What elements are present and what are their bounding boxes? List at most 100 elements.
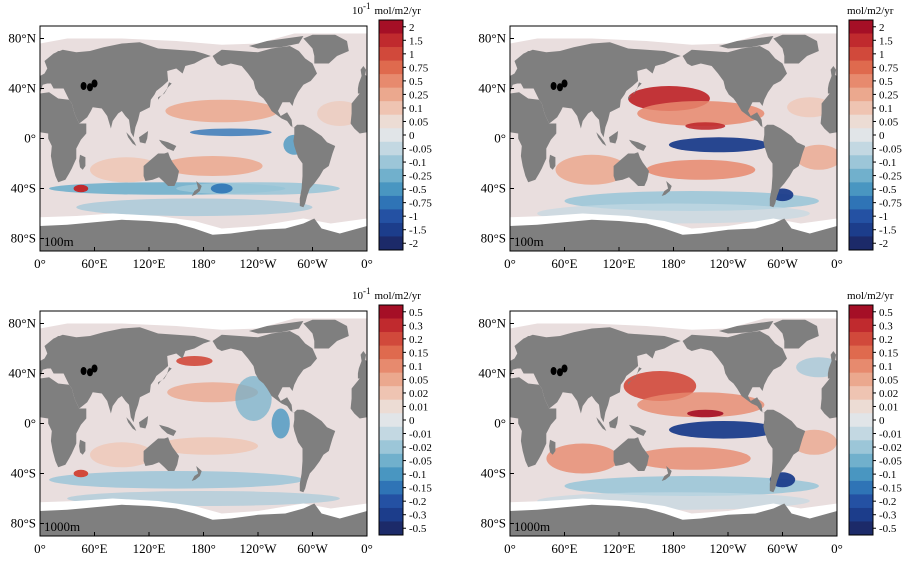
colorbar-tick-label: 0 bbox=[879, 415, 885, 427]
land-eurasia bbox=[40, 42, 211, 138]
ocean-field-equatorial-pacific-sink bbox=[669, 421, 778, 439]
colorbar-tick-label: 0.3 bbox=[409, 320, 423, 332]
colorbar-swatch bbox=[379, 209, 403, 224]
lon-tick-label: 180° bbox=[661, 256, 686, 271]
ocean-field-south-pacific-band bbox=[162, 156, 263, 176]
ocean-field-east-pacific-band bbox=[235, 376, 272, 421]
inland-sea-1 bbox=[556, 83, 563, 92]
colorbar-swatch bbox=[379, 440, 403, 455]
ocean-field-north-atlantic-band bbox=[787, 97, 833, 118]
colorbar-swatch bbox=[849, 168, 873, 183]
longitude-axis: 0° 60°E 120°E 180° 120°W 60°W 0° bbox=[34, 532, 373, 556]
colorbar-swatch bbox=[849, 114, 873, 129]
land-eurasia bbox=[40, 327, 211, 423]
land-antarctica bbox=[510, 218, 837, 251]
lat-tick-label: 0° bbox=[24, 131, 36, 146]
colorbar-swatch bbox=[379, 318, 403, 333]
unit-name: mol/m2/yr bbox=[375, 290, 422, 302]
colorbar-tick-label: 0.01 bbox=[879, 401, 898, 413]
lat-tick-label: 80°S bbox=[11, 231, 36, 246]
colorbar-tick-label: 0.15 bbox=[409, 347, 429, 359]
colorbar bbox=[848, 304, 874, 536]
colorbar-tick-label: -2 bbox=[409, 238, 418, 250]
land-scandinavia-cap bbox=[47, 51, 68, 69]
colorbar-tick-label: -1.5 bbox=[409, 225, 427, 237]
colorbar-tick-label: -0.02 bbox=[409, 442, 432, 454]
unit-name: mol/m2/yr bbox=[847, 290, 894, 302]
land-sumatra bbox=[126, 417, 137, 431]
map-svg: 80°N 40°N 0° 40°S 80°S 0° 60°E 120°E 180° 120°W 6… bbox=[8, 1, 432, 271]
land-japan bbox=[628, 82, 642, 100]
arctic-ice bbox=[40, 311, 367, 330]
land-sumatra bbox=[596, 132, 607, 146]
map-svg: 80°N 40°N 0° 40°S 80°S 0° 60°E 120°E 180° 120°W 6… bbox=[478, 5, 902, 271]
colorbar-tick-label: -0.5 bbox=[409, 184, 427, 196]
ocean-field-north-pacific-band bbox=[165, 99, 278, 123]
colorbar-swatch bbox=[379, 236, 403, 251]
colorbar-swatch bbox=[849, 426, 873, 441]
unit-prefix: 10 bbox=[352, 290, 364, 302]
colorbar-tick-label: 0 bbox=[409, 130, 415, 142]
unit-exponent: -1 bbox=[363, 1, 371, 11]
colorbar-tick-label: -0.1 bbox=[409, 157, 426, 169]
colorbar-swatch bbox=[379, 155, 403, 170]
ocean-field-north-equatorial-spot bbox=[687, 409, 724, 418]
colorbar-tick-label: -0.05 bbox=[879, 456, 902, 468]
colorbar-swatch bbox=[849, 182, 873, 197]
ocean-field-layer bbox=[49, 356, 340, 506]
colorbar-tick-label: -0.15 bbox=[879, 483, 902, 495]
colorbar-tick-label: 0.05 bbox=[409, 374, 429, 386]
colorbar-tick-label: -2 bbox=[879, 238, 888, 250]
inland-sea-2 bbox=[91, 364, 98, 373]
arctic-ice bbox=[40, 26, 367, 45]
colorbar-tick-labels: 0.50.3 0.20.15 0.10.05 0.020.01 0 -0.01-0.02 -… bbox=[873, 307, 902, 535]
colorbar-swatch bbox=[849, 480, 873, 495]
lon-tick-label: 120°W bbox=[240, 541, 278, 556]
colorbar-swatch bbox=[379, 222, 403, 237]
map-panel-top-right: 80°N 40°N 0° 40°S 80°S 0° 60°E 120°E 180° 120°W 6… bbox=[470, 0, 918, 281]
inland-sea-0 bbox=[80, 367, 87, 375]
land-indonesia-borneo bbox=[139, 131, 149, 144]
land-europe-west bbox=[827, 358, 837, 379]
land-japan bbox=[158, 367, 172, 385]
ocean-field-indian-ocean-band bbox=[555, 154, 629, 185]
land-layer bbox=[40, 26, 367, 251]
land-britain bbox=[830, 66, 837, 76]
colorbar-tick-label: 0.02 bbox=[409, 388, 428, 400]
latitude-axis: 80°N 40°N 0° 40°S 80°S bbox=[478, 316, 514, 531]
lon-tick-label: 120°E bbox=[133, 541, 166, 556]
land-antarctica bbox=[40, 503, 367, 536]
land-scandinavia-cap bbox=[517, 336, 538, 354]
land-australia bbox=[143, 437, 179, 471]
land-layer bbox=[40, 311, 367, 536]
colorbar-tick-label: 0.1 bbox=[879, 103, 893, 115]
ocean-field-agulhas-spot bbox=[73, 184, 89, 193]
inland-sea-2 bbox=[561, 79, 568, 88]
lat-tick-label: 40°S bbox=[11, 466, 36, 481]
lat-tick-label: 80°S bbox=[481, 231, 506, 246]
lon-tick-label: 120°W bbox=[710, 256, 748, 271]
unit-label: mol/m2/yr bbox=[847, 290, 894, 302]
land-africa-east bbox=[40, 92, 87, 183]
colorbar-swatch bbox=[849, 222, 873, 237]
colorbar-tick-label: -0.1 bbox=[879, 469, 896, 481]
land-north-america bbox=[682, 331, 787, 414]
colorbar-tick-label: -0.3 bbox=[879, 510, 897, 522]
colorbar-tick-label: -0.05 bbox=[879, 144, 902, 156]
lon-tick-label: 180° bbox=[661, 541, 686, 556]
land-antarctica bbox=[40, 218, 367, 251]
land-new-guinea bbox=[159, 139, 177, 151]
land-arctic-islands bbox=[718, 36, 774, 49]
colorbar-swatch bbox=[379, 195, 403, 210]
colorbar-swatch bbox=[379, 114, 403, 129]
ocean-field-north-pacific-spot bbox=[176, 356, 213, 366]
land-north-america bbox=[212, 331, 317, 414]
longitude-axis: 0° 60°E 120°E 180° 120°W 60°W 0° bbox=[504, 532, 843, 556]
colorbar-tick-label: 0.05 bbox=[879, 116, 899, 128]
land-new-guinea bbox=[629, 139, 647, 151]
inland-sea-1 bbox=[86, 83, 93, 92]
land-britain bbox=[360, 66, 367, 76]
colorbar-tick-label: 1.5 bbox=[879, 35, 893, 47]
colorbar-tick-label: 1.5 bbox=[409, 35, 423, 47]
colorbar-swatch bbox=[849, 209, 873, 224]
